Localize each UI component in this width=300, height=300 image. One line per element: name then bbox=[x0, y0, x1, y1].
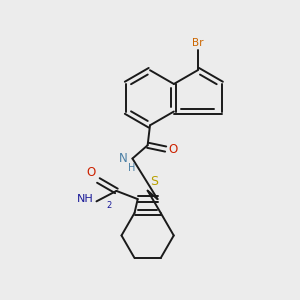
Text: O: O bbox=[86, 166, 95, 178]
Text: N: N bbox=[119, 152, 128, 165]
Text: H: H bbox=[128, 163, 136, 173]
Text: Br: Br bbox=[192, 38, 203, 48]
Text: O: O bbox=[169, 142, 178, 156]
Text: 2: 2 bbox=[106, 201, 112, 210]
Text: S: S bbox=[151, 175, 158, 188]
Text: NH: NH bbox=[76, 194, 93, 205]
